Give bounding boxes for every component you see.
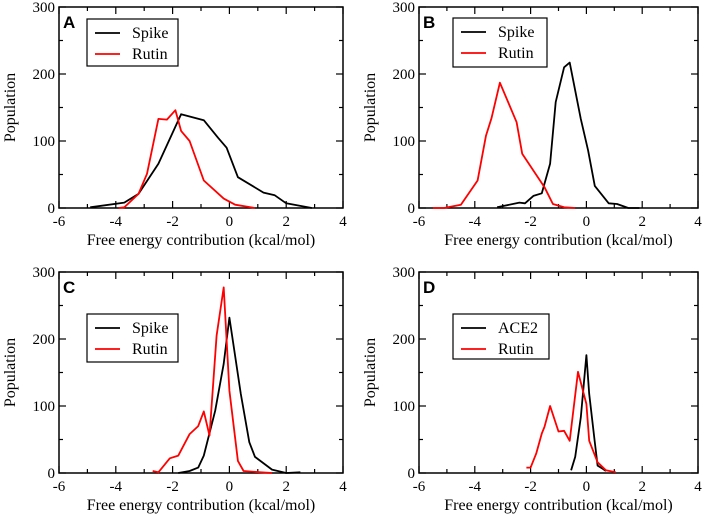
- x-axis-label: Free energy contribution (kcal/mol): [87, 497, 316, 514]
- legend-label: Rutin: [498, 45, 534, 62]
- plot-frame: [418, 271, 699, 474]
- x-tick-label: 2: [638, 479, 646, 495]
- panel-label: B: [423, 13, 435, 32]
- x-tick-label: -4: [110, 479, 123, 495]
- x-tick-label: -6: [413, 214, 426, 230]
- x-tick-label: -4: [469, 479, 482, 495]
- panel-label: A: [63, 13, 75, 32]
- x-tick-label: -4: [469, 214, 482, 230]
- x-axis-label: Free energy contribution (kcal/mol): [444, 232, 673, 249]
- y-tick-label: 200: [393, 332, 416, 348]
- plot-frame: [58, 271, 344, 474]
- series-line-ace2: [570, 354, 607, 472]
- legend-label: Spike: [132, 320, 168, 337]
- legend-label: Rutin: [132, 341, 168, 358]
- y-tick-label: 300: [33, 0, 56, 16]
- series-line-spike: [496, 61, 640, 209]
- x-axis-label: Free energy contribution (kcal/mol): [444, 497, 673, 514]
- x-tick-label: -2: [524, 479, 537, 495]
- legend-label: Rutin: [498, 341, 534, 358]
- x-tick-label: 4: [694, 214, 702, 230]
- y-tick-label: 100: [33, 399, 56, 415]
- y-tick-label: 200: [33, 332, 56, 348]
- legend-label: Spike: [498, 24, 534, 41]
- series-line-rutin: [526, 370, 616, 474]
- x-tick-label: 4: [339, 479, 347, 495]
- y-tick-label: 300: [393, 0, 416, 16]
- legend-label: Rutin: [132, 46, 168, 63]
- panel-label: C: [63, 278, 75, 297]
- x-tick-label: -2: [166, 214, 179, 230]
- x-tick-label: -6: [413, 479, 426, 495]
- series-line-spike: [178, 316, 301, 474]
- x-tick-label: -4: [110, 214, 123, 230]
- legend-box: [452, 313, 550, 360]
- series-line-rutin: [432, 81, 576, 209]
- y-axis-label: Population: [362, 73, 379, 142]
- x-tick-label: -2: [166, 479, 179, 495]
- x-tick-label: 2: [282, 214, 290, 230]
- x-tick-label: 2: [638, 214, 646, 230]
- y-tick-label: 100: [33, 134, 56, 150]
- y-tick-label: 200: [393, 67, 416, 83]
- y-axis-label: Population: [2, 73, 19, 142]
- x-tick-label: -6: [53, 479, 66, 495]
- y-tick-label: 300: [33, 265, 56, 281]
- y-tick-label: 100: [393, 399, 416, 415]
- x-tick-label: 2: [282, 479, 290, 495]
- x-tick-label: -2: [524, 214, 537, 230]
- legend-box: [86, 18, 179, 67]
- y-tick-label: 100: [393, 134, 416, 150]
- y-tick-label: 300: [393, 265, 416, 281]
- x-tick-label: 0: [226, 214, 234, 230]
- legend-label: ACE2: [498, 320, 538, 337]
- panel-label: D: [423, 278, 435, 297]
- legend-box: [86, 313, 179, 363]
- x-tick-label: 0: [583, 214, 591, 230]
- legend-label: Spike: [132, 25, 168, 42]
- series-line-spike: [90, 113, 312, 209]
- x-tick-label: -6: [53, 214, 66, 230]
- y-tick-label: 0: [48, 466, 56, 482]
- y-axis-label: Population: [362, 338, 379, 407]
- x-tick-label: 4: [339, 214, 347, 230]
- series-line-rutin: [152, 286, 273, 474]
- x-tick-label: 4: [694, 479, 702, 495]
- series-line-rutin: [118, 109, 256, 209]
- x-axis-label: Free energy contribution (kcal/mol): [87, 232, 316, 249]
- y-tick-label: 0: [408, 201, 416, 217]
- y-tick-label: 0: [408, 466, 416, 482]
- x-tick-label: 0: [226, 479, 234, 495]
- legend-box: [452, 17, 548, 68]
- y-tick-label: 0: [48, 201, 56, 217]
- x-tick-label: 0: [583, 479, 591, 495]
- y-axis-label: Population: [2, 338, 19, 407]
- y-tick-label: 200: [33, 67, 56, 83]
